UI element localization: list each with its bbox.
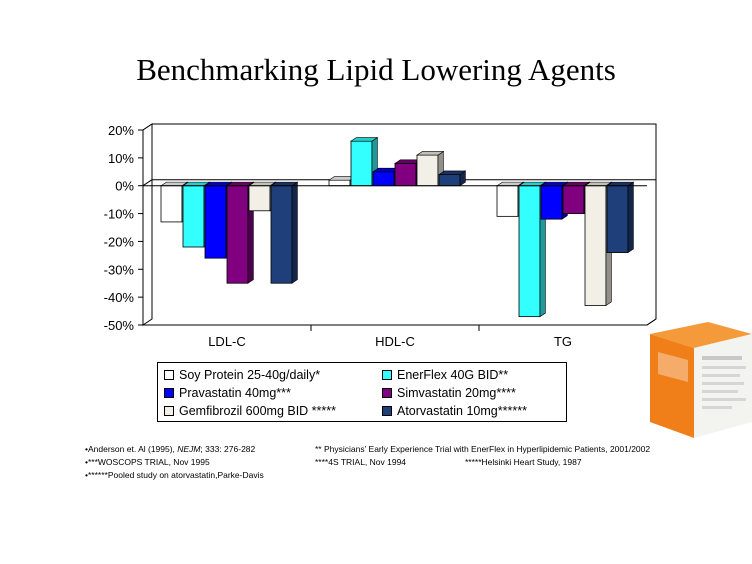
y-tick-label: -50%	[104, 318, 135, 333]
bar-side	[291, 181, 298, 284]
bar-tg-3	[562, 181, 591, 215]
bar-front	[350, 140, 373, 187]
legend-swatch	[382, 388, 392, 398]
footnote-anderson: •Anderson et. Al (1995), NEJM; 333: 276-…	[85, 444, 255, 454]
bar-ldl-c-5	[270, 181, 299, 284]
y-tick-label: 20%	[108, 123, 134, 138]
legend-swatch	[164, 406, 174, 416]
bar-top	[350, 137, 379, 142]
legend-swatch	[382, 370, 392, 380]
y-tick-label: -40%	[104, 290, 135, 305]
y-tick-label: -30%	[104, 262, 135, 277]
bar-top	[438, 170, 467, 175]
y-tick-label: -20%	[104, 234, 135, 249]
bar-front	[416, 154, 439, 187]
zero-line-edge	[142, 179, 153, 187]
legend-swatch	[164, 388, 174, 398]
bar-front	[204, 185, 227, 259]
footnote-4s: ****4S TRIAL, Nov 1994	[315, 457, 407, 467]
bar-front	[438, 174, 461, 187]
bar-front	[270, 185, 293, 284]
legend-item-pravastatin: Pravastatin 40mg***	[164, 386, 291, 400]
legend-label: Gemfibrozil 600mg BID *****	[179, 404, 337, 418]
bar-tg-5	[606, 181, 635, 254]
enerflex-product-box-icon	[650, 322, 752, 438]
y-tick-label: 10%	[108, 151, 134, 166]
chart-legend: Soy Protein 25-40g/daily* EnerFlex 40G B…	[157, 362, 567, 422]
legend-item-soy-protein: Soy Protein 25-40g/daily*	[164, 368, 320, 382]
legend-item-enerflex: EnerFlex 40G BID**	[382, 368, 508, 382]
bar-front	[372, 171, 395, 187]
bar-top	[416, 151, 445, 156]
bars	[160, 136, 635, 318]
bar-front	[182, 185, 205, 248]
footnote-woscops: •***WOSCOPS TRIAL, Nov 1995	[85, 457, 210, 467]
bar-front	[496, 185, 519, 217]
legend-label: Soy Protein 25-40g/daily*	[179, 368, 321, 382]
legend-item-atorvastatin: Atorvastatin 10mg******	[382, 404, 527, 418]
bar-front	[394, 163, 417, 187]
bar-front	[226, 185, 249, 284]
footnote-text: ; 333: 276-282	[200, 444, 256, 454]
bar-side	[627, 181, 634, 254]
legend-swatch	[164, 370, 174, 380]
bar-front	[328, 179, 351, 187]
category-label-hdl-c: HDL-C	[375, 334, 415, 349]
bar-front	[518, 185, 541, 318]
legend-label: Simvastatin 20mg****	[397, 386, 516, 400]
axes: LDL-C HDL-C TG 20% 10% 0% -10% -20% -30% -40% -50%	[104, 123, 657, 349]
bar-front	[160, 185, 183, 223]
legend-item-simvastatin: Simvastatin 20mg****	[382, 386, 516, 400]
bar-front	[540, 185, 563, 220]
bar-front	[606, 185, 629, 253]
legend-swatch	[382, 406, 392, 416]
legend-label: EnerFlex 40G BID**	[397, 368, 509, 382]
footnote-helsinki: *****Helsinki Heart Study, 1987	[465, 457, 582, 467]
legend-item-gemfibrozil: Gemfibrozil 600mg BID *****	[164, 404, 336, 418]
legend-label: Pravastatin 40mg***	[179, 386, 291, 400]
bar-front	[584, 185, 607, 306]
y-tick-label: 0%	[115, 179, 134, 194]
bar-hdl-c-5	[438, 170, 467, 187]
bar-front	[562, 185, 585, 214]
category-label-tg: TG	[554, 334, 572, 349]
category-label-ldl-c: LDL-C	[208, 334, 246, 349]
bar-front	[248, 185, 271, 212]
footnote-pooled: •******Pooled study on atorvastatin,Park…	[85, 470, 264, 480]
legend-label: Atorvastatin 10mg******	[397, 404, 527, 418]
y-tick-label: -10%	[104, 207, 135, 222]
plot-side-wall	[142, 123, 153, 326]
x-axis-edge	[646, 318, 657, 326]
slide-title: Benchmarking Lipid Lowering Agents	[136, 52, 616, 87]
footnote-physicians: ** Physicians’ Early Experience Trial wi…	[315, 444, 651, 454]
footnote-text: •Anderson et. Al (1995),	[85, 444, 178, 454]
footnote-journal: NEJM	[177, 444, 201, 454]
